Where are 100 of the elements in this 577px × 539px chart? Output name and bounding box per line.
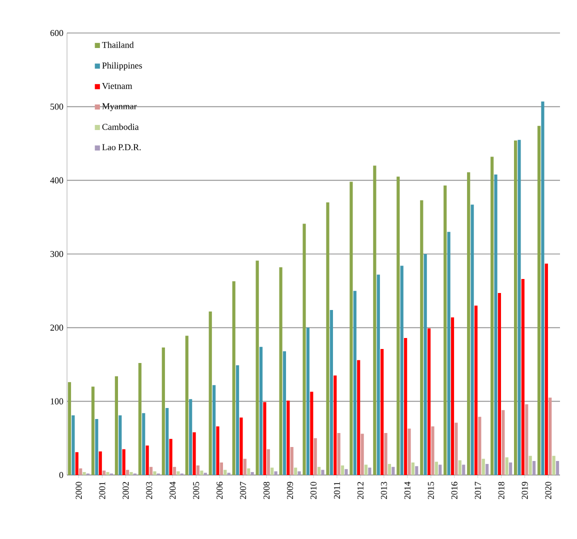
x-tick-label: 2009 (286, 482, 294, 500)
bar (314, 438, 317, 475)
bar (236, 365, 240, 475)
bar (427, 328, 431, 475)
bar (424, 254, 427, 475)
bar (431, 426, 434, 475)
bar (373, 166, 376, 475)
bar (462, 464, 466, 475)
bar (396, 176, 400, 475)
bar (247, 468, 250, 475)
y-tick-label: 400 (50, 177, 64, 184)
x-tick-label: 2006 (216, 482, 223, 500)
bar (544, 264, 548, 475)
bar (126, 470, 130, 475)
y-tick-label: 200 (50, 324, 64, 331)
bar (556, 461, 560, 475)
legend-label: Lao P.D.R. (102, 144, 141, 150)
bar (486, 464, 489, 475)
bar (169, 438, 172, 475)
bar (467, 172, 470, 475)
bar (490, 156, 494, 475)
bar (447, 232, 450, 475)
bar (185, 336, 188, 475)
bar (259, 346, 263, 475)
bar (334, 376, 337, 475)
bar (548, 398, 552, 475)
bar (166, 408, 169, 475)
bar (376, 274, 380, 475)
x-tick-label: 2005 (193, 482, 200, 500)
bar (95, 419, 98, 475)
bar (514, 140, 518, 475)
bar (130, 472, 133, 475)
bar (350, 182, 353, 475)
bar (212, 385, 216, 475)
bar (438, 464, 442, 475)
x-tick-label: 2020 (545, 482, 552, 500)
bar (400, 266, 404, 475)
bar (149, 466, 153, 475)
x-tick-label: 2017 (474, 482, 481, 500)
y-tick-label: 300 (50, 250, 64, 258)
bar (146, 446, 149, 475)
bar (411, 462, 415, 475)
bar (220, 462, 223, 475)
x-tick-label: 2019 (522, 482, 528, 500)
bar (444, 185, 447, 475)
x-tick-label: 2002 (122, 482, 129, 500)
x-tick-label: 2011 (334, 482, 340, 499)
bar (384, 433, 388, 475)
bar (498, 293, 502, 475)
x-tick-label: 2015 (428, 482, 434, 500)
x-tick-label: 2000 (76, 482, 82, 500)
x-tick-label: 2010 (310, 482, 317, 500)
legend-label: Philippines (102, 62, 142, 70)
bar (518, 140, 521, 475)
bar (482, 458, 485, 475)
bar (91, 386, 95, 475)
legend-label: Thailand (102, 42, 134, 48)
bar (302, 224, 306, 475)
bar (458, 460, 462, 475)
bar (216, 426, 220, 475)
bar (478, 416, 482, 475)
bar (256, 260, 259, 475)
bar (243, 458, 246, 475)
bar (353, 290, 356, 475)
bar (474, 306, 478, 475)
bar (552, 456, 556, 475)
bar (404, 338, 408, 475)
bar (528, 456, 532, 475)
bar (82, 472, 86, 475)
bar (106, 472, 110, 475)
bar (266, 449, 270, 475)
bar (75, 452, 78, 475)
bar (454, 422, 458, 475)
x-tick-label: 2003 (146, 482, 152, 500)
bar (344, 469, 348, 475)
bar (321, 470, 324, 475)
bar (505, 457, 508, 475)
bar (274, 471, 278, 475)
bar (434, 462, 438, 475)
bar (290, 447, 294, 475)
x-tick-label: 2004 (170, 482, 176, 500)
x-tick-label: 2007 (240, 482, 246, 500)
bar (263, 402, 266, 475)
bar (450, 317, 454, 475)
bar (541, 102, 544, 475)
bar (176, 471, 180, 475)
bar (240, 418, 243, 475)
x-tick-label: 2014 (404, 482, 410, 500)
x-tick-label: 2013 (380, 482, 387, 500)
bar (270, 468, 274, 475)
bar (337, 433, 340, 475)
bar (118, 415, 122, 475)
bar (208, 311, 212, 475)
bar (138, 363, 142, 475)
bar (502, 410, 505, 475)
bar (306, 328, 310, 475)
bar (98, 451, 102, 475)
bar (162, 348, 165, 475)
x-tick-label: 2008 (264, 482, 270, 500)
x-tick-label: 2012 (357, 482, 364, 500)
